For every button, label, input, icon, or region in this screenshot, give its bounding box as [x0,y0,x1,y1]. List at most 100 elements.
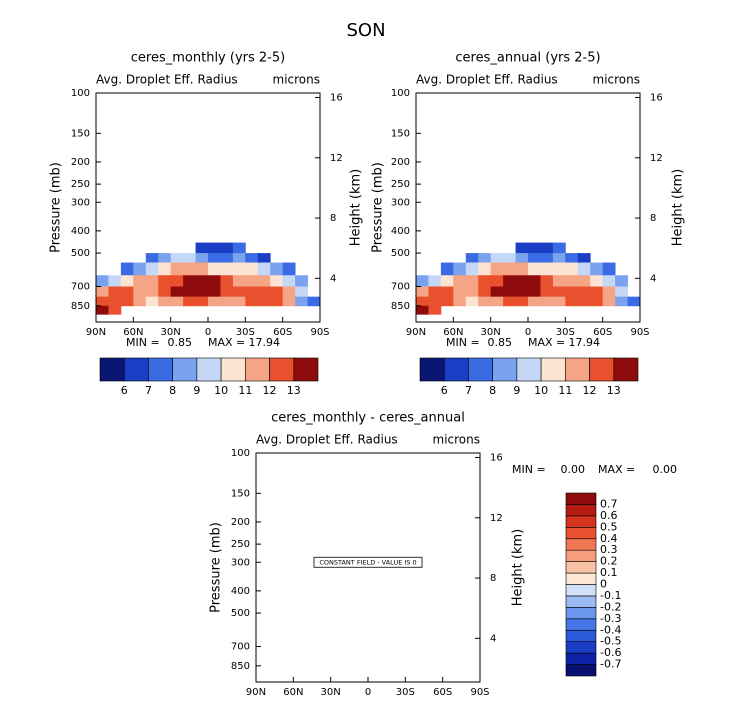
units: microns [593,73,641,87]
colorbar-box [565,572,597,585]
field-cell [183,262,196,276]
y-tick-label: 200 [71,157,90,168]
y-axis-label: Pressure (mb) [49,162,64,253]
colorbar-label: 8 [489,384,496,397]
field-cell [208,275,221,287]
colorbar-box [565,561,597,574]
y-tick-label: 150 [391,128,410,139]
colorbar-box [565,618,597,631]
panel-subtitle: Avg. Droplet Eff. Radius [256,433,398,447]
colorbar-label: -0.4 [600,623,621,636]
stat-label: MAX = [208,336,245,349]
panel-title: ceres_monthly - ceres_annual [271,411,465,426]
field-cell [503,286,516,298]
field-cell [465,253,479,263]
field-cell [590,262,604,276]
y-tick-label: 250 [71,179,90,190]
y-tick-label: 300 [71,197,90,208]
field-cell [478,262,492,276]
panel-title: ceres_monthly (yrs 2-5) [131,51,285,66]
field-cell [245,296,259,307]
y-tick-label: 700 [231,642,250,653]
field-cell [528,296,541,307]
field-cell [577,286,591,298]
colorbar-label: 0.7 [600,497,618,510]
colorbar-label: 0.5 [600,520,618,533]
field-cell [158,296,172,307]
field-cell [195,242,209,254]
y-tick-label: 850 [391,301,410,312]
colorbar-box [468,357,493,382]
field-cell [96,296,109,307]
x-tick-label: 30S [236,327,255,338]
field-cell [120,262,134,276]
field-cell [295,275,308,287]
field-cell [257,296,271,307]
field-cell [577,253,591,263]
field-cell [503,296,516,307]
colorbar-box [565,492,597,505]
field-cell [565,275,579,287]
field-cell [453,286,467,298]
field-cell [208,296,221,307]
field-cell [220,296,234,307]
colorbar-box [565,515,597,528]
y-tick-label: 850 [71,301,90,312]
x-tick-label: 30S [396,687,415,698]
colorbar-box [245,357,270,382]
field-cell [490,275,504,287]
field-cell [490,296,504,307]
colorbar-label: 7 [145,384,152,397]
colorbar-label: 0.6 [600,509,618,522]
field-cell [602,296,616,307]
colorbar-box [123,357,149,382]
field-cell [183,286,196,298]
annotation-box [313,556,423,568]
colorbar-box [565,538,597,551]
field-cell [615,296,628,307]
field-cell [565,262,579,276]
colorbar-box [565,357,590,382]
colorbar-box [565,664,597,677]
field-cell [158,262,172,276]
colorbar-label: 9 [193,384,200,397]
y-tick-label: 500 [231,608,250,619]
x-tick-label: 90S [310,327,329,338]
colorbar-box [516,357,542,382]
x-tick-label: 0 [365,687,371,698]
y-tick-label: 200 [231,517,250,528]
x-tick-label: 60N [283,687,303,698]
y-tick-label: 400 [391,226,410,237]
field-cell [170,286,184,298]
colorbar-label: -0.5 [600,635,621,648]
colorbar-box [443,357,469,382]
field-cell [540,262,554,276]
field-cell [515,275,529,287]
field-cell [528,253,541,263]
field-cell [465,296,479,307]
field-cell [257,253,271,263]
colorbar-box [565,504,597,517]
colorbar-box [565,584,597,597]
colorbar-label: -0.7 [600,658,621,671]
colorbar-box [565,549,597,562]
colorbar-box [220,357,246,382]
field-cell [270,262,284,276]
y-tick-label: 400 [231,586,250,597]
y-tick-label: 850 [231,661,250,672]
field-cell [270,296,284,307]
field-cell [183,275,196,287]
field-cell [552,242,566,254]
colorbar-box [589,357,615,382]
field-cell [528,262,541,276]
field-cell [615,286,628,298]
field-cell [133,286,147,298]
y2-tick-label: 12 [650,153,663,164]
field-cell [158,286,172,298]
colorbar-label: 7 [465,384,472,397]
field-cell [108,296,122,307]
field-cell [232,253,246,263]
x-tick-label: 30N [321,687,341,698]
panel-subtitle: Avg. Droplet Eff. Radius [416,73,558,87]
field-cell [245,286,259,298]
